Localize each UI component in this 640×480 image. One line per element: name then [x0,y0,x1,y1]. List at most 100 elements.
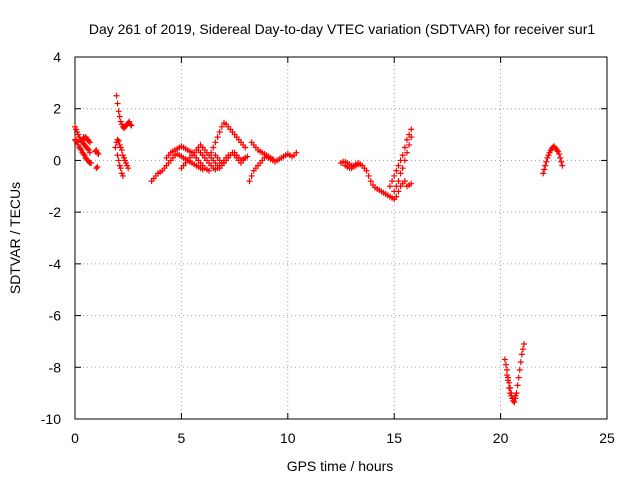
y-tick-label: -4 [49,256,62,272]
data-series-arc-19 [342,161,362,172]
x-tick-label: 10 [280,430,296,446]
data-point [127,121,134,128]
data-point [395,178,402,185]
axis-ticks: 0 5 10 15 20 25 -10 -8 -6 -4 -2 0 2 4 [41,49,615,446]
data-point [386,183,393,190]
data-point [516,366,523,373]
data-point [517,359,524,366]
data-point [114,100,121,107]
data-point [503,366,510,373]
data-point [395,162,402,169]
data-point [403,149,410,156]
data-point [557,154,564,161]
data-point [293,149,300,156]
y-tick-label: -2 [49,204,62,220]
data-point [558,158,565,165]
data-point [118,147,125,154]
data-point [73,138,80,145]
data-point [119,172,126,179]
data-point [77,145,84,152]
data-point [125,165,132,172]
data-point [505,377,512,384]
data-series-arc-20 [386,126,415,190]
data-point [389,178,396,185]
data-point [208,149,215,156]
data-series-arc-13 [208,119,249,156]
data-point [403,136,410,143]
data-point [94,163,101,170]
data-point [214,134,221,141]
data-point [115,157,122,164]
data-point [246,178,253,185]
data-point [501,356,508,363]
data-point [95,150,102,157]
data-point [116,113,123,120]
data-point [94,149,101,156]
data-series-arc-10 [163,143,213,174]
data-point [84,145,91,152]
data-point [115,138,122,145]
data-point [506,384,513,391]
data-point [212,139,219,146]
data-point [115,108,122,115]
data-point [521,341,528,348]
data-point [542,162,549,169]
data-point [556,150,563,157]
data-point [541,166,548,173]
data-point [93,165,100,172]
data-point [559,162,566,169]
data-point [218,123,225,130]
data-point [206,167,213,174]
data-point [391,188,398,195]
data-series-arc-21 [391,134,415,195]
y-axis-label: SDTVAR / TECUs [7,182,23,294]
data-markers [72,92,566,406]
data-series-arc-1 [72,123,93,156]
data-point [393,183,400,190]
data-point [210,144,217,151]
x-tick-label: 5 [178,430,186,446]
data-point [391,172,398,179]
data-point [540,170,547,177]
data-point [114,152,121,159]
data-point [408,126,415,133]
data-series-arc-25 [540,143,566,177]
data-point [503,372,510,379]
data-series-arc-24 [503,372,519,404]
data-point [515,374,522,381]
data-point [401,157,408,164]
data-series-arc-3 [80,134,93,146]
data-point [80,150,87,157]
data-point [399,165,406,172]
data-point [216,128,223,135]
data-point [355,161,362,168]
data-series-arc-23 [501,341,528,406]
data-series-arc-8 [114,152,126,179]
data-point [244,153,251,160]
y-tick-label: 0 [53,152,61,168]
plot-area-frame [74,56,608,420]
data-series-arc-22 [403,180,415,190]
y-tick-label: 4 [53,49,61,65]
data-point [113,92,120,99]
x-axis-label: GPS time / hours [287,458,394,474]
data-point [365,172,372,179]
data-series-arc-5 [93,163,101,172]
data-series-arc-7 [112,136,132,172]
data-point [363,167,370,174]
data-point [114,136,121,143]
data-point [85,138,92,145]
data-point [399,152,406,159]
data-series-arc-9 [148,150,206,185]
data-point [86,139,93,146]
data-point [408,134,415,141]
data-series-arc-15 [231,149,251,164]
x-tick-label: 25 [599,430,615,446]
data-point [393,167,400,174]
data-point [518,351,525,358]
x-tick-label: 20 [493,430,509,446]
data-point [367,178,374,185]
y-tick-label: -6 [49,308,62,324]
data-series-arc-16 [246,149,300,185]
